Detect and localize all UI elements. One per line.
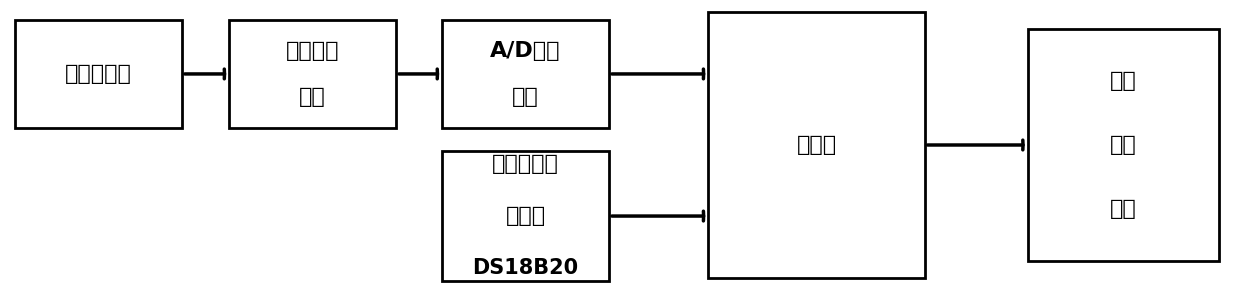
Text: 一线式温度: 一线式温度 xyxy=(491,154,560,174)
Bar xyxy=(708,12,925,278)
Bar xyxy=(442,20,609,128)
Text: 模块: 模块 xyxy=(1110,199,1136,219)
Text: 显示: 显示 xyxy=(1110,135,1136,155)
Text: 液晶: 液晶 xyxy=(1110,71,1136,91)
Bar xyxy=(15,20,182,128)
Text: 电路: 电路 xyxy=(300,87,326,107)
Text: 单片机: 单片机 xyxy=(796,135,837,155)
Text: A/D转换: A/D转换 xyxy=(490,41,561,61)
Text: DS18B20: DS18B20 xyxy=(473,258,578,278)
Bar xyxy=(1028,29,1219,261)
Text: 传感器: 传感器 xyxy=(505,206,546,226)
Text: 电路: 电路 xyxy=(513,87,539,107)
Bar xyxy=(229,20,396,128)
Bar xyxy=(442,151,609,281)
Text: 霍尔传感器: 霍尔传感器 xyxy=(64,64,132,84)
Text: 信号调理: 信号调理 xyxy=(286,41,339,61)
